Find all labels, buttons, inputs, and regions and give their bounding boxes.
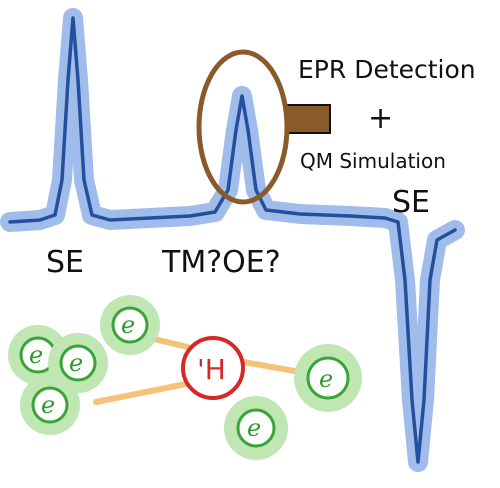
nucleus-label: 'H [197,353,226,386]
electron-label: e [319,365,333,393]
magnifier-icon [196,49,331,205]
electron-ring [111,306,149,344]
nucleus: 'H [181,336,245,400]
label-epr-detection: EPR Detection [298,55,476,84]
electron: e [294,344,362,412]
label-se-left: SE [46,245,84,280]
electron: e [100,295,160,355]
electron-ring [236,408,276,448]
electron-ring [59,344,97,382]
electron: e [20,375,80,435]
label-qm-simulation: QM Simulation [300,149,446,173]
electron-label: e [29,341,43,369]
electron-label: e [69,349,83,377]
electron-label: e [121,311,135,339]
label-tm-oe: TM?OE? [161,245,281,280]
electron-label: e [41,391,55,419]
bond-left [93,381,189,405]
label-plus: + [368,101,393,136]
electron-ring [306,356,350,400]
spectrum-trace-line [8,16,457,464]
magnifier-ring [196,49,290,205]
label-se-right: SE [392,185,430,220]
electron: e [224,396,288,460]
electron-group: e e e e e e [8,295,362,460]
electron-label: e [247,414,261,442]
electron-ring [31,386,69,424]
nucleus-ring [181,336,245,400]
magnifier-handle [285,104,331,134]
